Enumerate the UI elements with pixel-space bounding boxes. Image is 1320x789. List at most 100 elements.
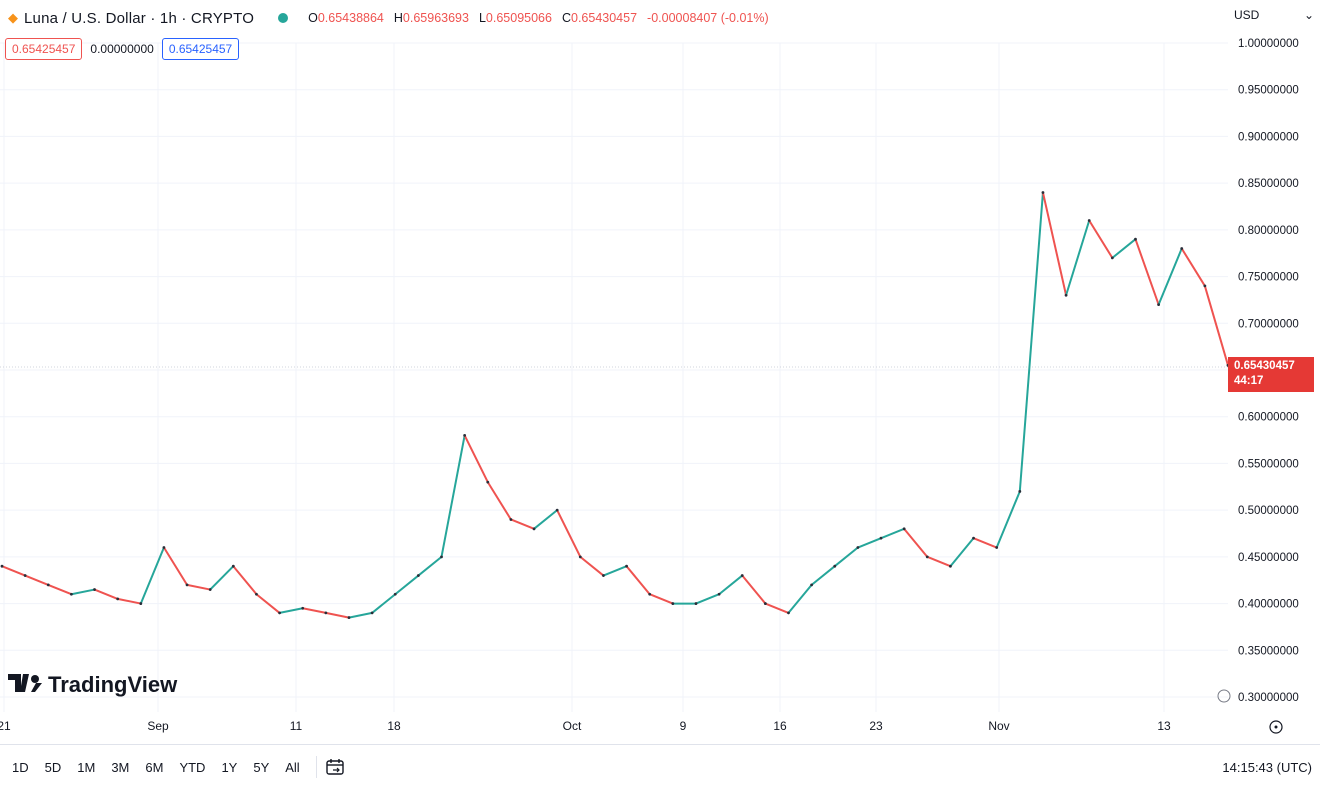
bid-price-pill[interactable]: 0.65425457 [5,38,83,60]
price-point [324,611,328,615]
price-point [625,564,628,568]
price-segment [1134,238,1160,306]
last-price-value: 0.65430457 [1234,360,1295,372]
price-point [532,527,536,531]
price-tick-label: 0.90000000 [1238,131,1299,143]
range-button-1m[interactable]: 1M [77,759,96,775]
price-segment [718,574,744,596]
close-value: 0.65430457 [571,11,638,25]
price-segment [926,555,952,568]
symbol-title[interactable]: Luna / U.S. Dollar · 1h · CRYPTO [24,9,255,27]
bottom-toolbar: 1D 5D 1M 3M 6M YTD 1Y 5Y All 14:15:43 (UTC) [0,744,1320,789]
tradingview-logo-text: TradingView [48,672,178,697]
low-value: 0.65095066 [485,11,552,25]
price-point [509,518,513,521]
price-point [1180,247,1184,250]
price-segment [463,434,489,484]
price-point [116,597,120,601]
currency-selector[interactable]: USD ⌄ [1234,8,1314,22]
time-axis[interactable]: 21 Sep 11 18 Oct 9 16 23 Nov 13 [0,719,1171,733]
price-segment [556,509,582,558]
last-price-tag: 0.65430457 44:17 [1228,357,1314,392]
price-point [1134,237,1137,241]
price-segment [694,593,721,605]
price-tick-label: 0.55000000 [1238,458,1299,470]
price-point [93,588,96,591]
price-segment [648,593,674,605]
price-point [0,564,4,568]
price-point [416,574,420,577]
price-point [602,574,605,577]
price-point [671,602,675,605]
price-chart[interactable]: 1.00000000 0.95000000 0.90000000 0.85000000… [0,0,1320,744]
price-point [231,564,235,568]
price-segment [1157,247,1183,306]
price-tick-label: 0.50000000 [1238,505,1299,517]
price-point [902,527,906,531]
price-point [393,592,397,596]
price-point [925,555,929,559]
price-segment [93,588,119,600]
range-button-3m[interactable]: 3M [111,759,130,775]
price-point [69,592,73,596]
price-segment [301,607,327,614]
price-segment [949,537,975,568]
price-point [162,546,166,549]
price-point [255,592,258,596]
price-segment [255,593,281,614]
price-point [833,564,837,568]
price-tick-label: 0.85000000 [1238,178,1299,190]
price-point [46,583,50,587]
price-point [1087,219,1091,222]
range-button-1d[interactable]: 1D [12,759,29,775]
price-segment [24,574,50,586]
market-status-icon [278,13,289,23]
price-point [370,611,374,615]
price-segment [417,555,443,577]
scale-toggle-icon[interactable] [1217,689,1231,703]
price-series [0,191,1230,619]
price-segment [833,546,859,568]
luna-coin-icon: ◆ [8,10,18,25]
range-button-1y[interactable]: 1Y [221,759,238,775]
price-tick-label: 0.70000000 [1238,318,1299,330]
price-point [23,574,27,577]
toolbar-divider [315,756,317,778]
range-button-5y[interactable]: 5Y [253,759,270,775]
price-point [1110,256,1114,260]
open-label: O [308,11,318,25]
indicator-inputs: 0.65425457 0.00000000 0.65425457 [5,38,240,60]
price-point [856,546,860,549]
range-button-5d[interactable]: 5D [44,759,62,775]
price-point [810,583,814,587]
utc-clock[interactable]: 14:15:43 (UTC) [1222,759,1312,775]
price-point [1064,293,1068,297]
calendar-goto-icon[interactable] [325,757,345,777]
price-point [463,434,467,437]
range-button-all[interactable]: All [285,759,300,775]
time-axis-settings-icon[interactable] [1269,720,1283,734]
price-point [301,606,305,610]
price-segment [903,527,929,558]
price-segment [625,565,651,596]
tradingview-logo[interactable]: TradingView [8,672,177,698]
range-button-6m[interactable]: 6M [145,759,164,775]
price-segment [1203,284,1229,367]
price-point [787,611,790,615]
price-point [139,602,143,605]
ask-price-pill[interactable]: 0.65425457 [161,38,240,60]
price-segment [324,611,350,619]
price-tick-label: 0.40000000 [1238,599,1299,611]
range-button-ytd[interactable]: YTD [179,759,206,775]
price-point [1203,284,1207,288]
time-tick-label: 11 [290,719,303,733]
time-tick-label: 16 [773,719,787,733]
currency-label: USD [1234,8,1260,22]
price-segment [810,565,836,586]
price-point [648,592,652,596]
price-tick-label: 1.00000000 [1238,38,1299,50]
price-segment [116,597,142,605]
symbol-legend[interactable]: ◆ Luna / U.S. Dollar · 1h · CRYPTO O 0.65… [8,6,769,30]
time-tick-label: 23 [869,719,883,733]
time-tick-label: 9 [680,719,687,733]
